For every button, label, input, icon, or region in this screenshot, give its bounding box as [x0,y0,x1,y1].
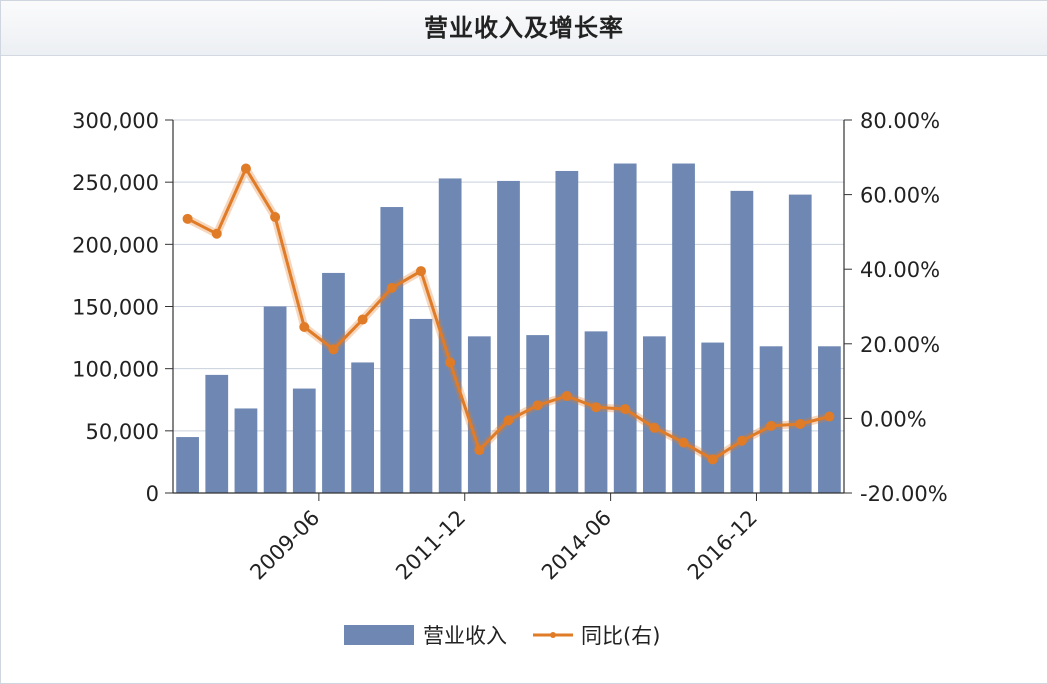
revenue-bar [672,163,695,493]
growth-point [445,357,456,368]
growth-point [474,445,485,456]
revenue-bar [234,408,258,493]
y-right-tick-label: -20.00% [860,482,948,506]
revenue-bars [176,163,841,494]
y-left-tick-label: 0 [146,482,159,506]
growth-point [532,400,543,411]
y-right-tick-label: 20.00% [860,333,940,357]
y-right-tick-label: 0.00% [860,407,927,431]
growth-point [182,213,193,224]
revenue-bar [380,207,404,494]
revenue-bar [759,346,783,493]
legend-swatch-growth-marker [550,632,556,638]
x-tick-label: 2014-06 [537,506,616,585]
growth-point [270,211,281,222]
growth-point [561,391,572,402]
growth-point [649,422,660,433]
revenue-bar [526,335,550,493]
revenue-bar [292,388,316,493]
y-left-tick-label: 200,000 [72,233,159,257]
growth-point [328,344,339,355]
y-right-tick-label: 80.00% [860,109,940,133]
growth-point [795,418,806,429]
growth-point [386,282,397,293]
growth-point [678,437,689,448]
growth-point [503,415,514,426]
revenue-bar [438,178,462,494]
growth-point [211,228,222,239]
revenue-bar [176,437,199,493]
growth-point [766,420,777,431]
revenue-bar [205,374,229,493]
revenue-bar [701,342,725,493]
revenue-bar [613,163,637,493]
growth-point [824,411,835,422]
revenue-bar [642,336,666,493]
y-left-tick-label: 250,000 [72,171,159,195]
y-right-tick-label: 40.00% [860,258,940,282]
revenue-bar [497,180,520,493]
revenue-bar [409,318,433,493]
revenue-bar [351,362,375,493]
revenue-bar [788,194,812,493]
growth-line [182,163,835,465]
growth-point [620,404,631,415]
legend-label-growth: 同比(右) [581,624,660,648]
x-tick-label: 2011-12 [391,506,470,585]
legend-swatch-revenue [344,625,414,645]
y-left-tick-label: 300,000 [72,109,159,133]
growth-point [357,314,368,325]
growth-point [707,454,718,465]
y-left-tick-label: 100,000 [72,358,159,382]
revenue-bar [322,272,345,493]
revenue-bar [730,190,754,493]
legend: 营业收入 同比(右) [344,624,660,648]
chart-title: 营业收入及增长率 [1,1,1047,56]
growth-point [299,322,310,333]
growth-point [591,402,602,413]
x-tick-label: 2009-06 [245,506,324,585]
revenue-bar [263,306,287,493]
legend-label-revenue: 营业收入 [423,624,507,648]
y-left-tick-label: 50,000 [86,420,159,444]
revenue-bar [467,336,491,493]
revenue-bar [555,170,579,493]
growth-point [240,163,251,174]
growth-point [736,435,747,446]
y-right-tick-label: 60.00% [860,184,940,208]
growth-point [415,266,426,277]
x-tick-label: 2016-12 [683,506,762,585]
y-left-tick-label: 150,000 [72,296,159,320]
